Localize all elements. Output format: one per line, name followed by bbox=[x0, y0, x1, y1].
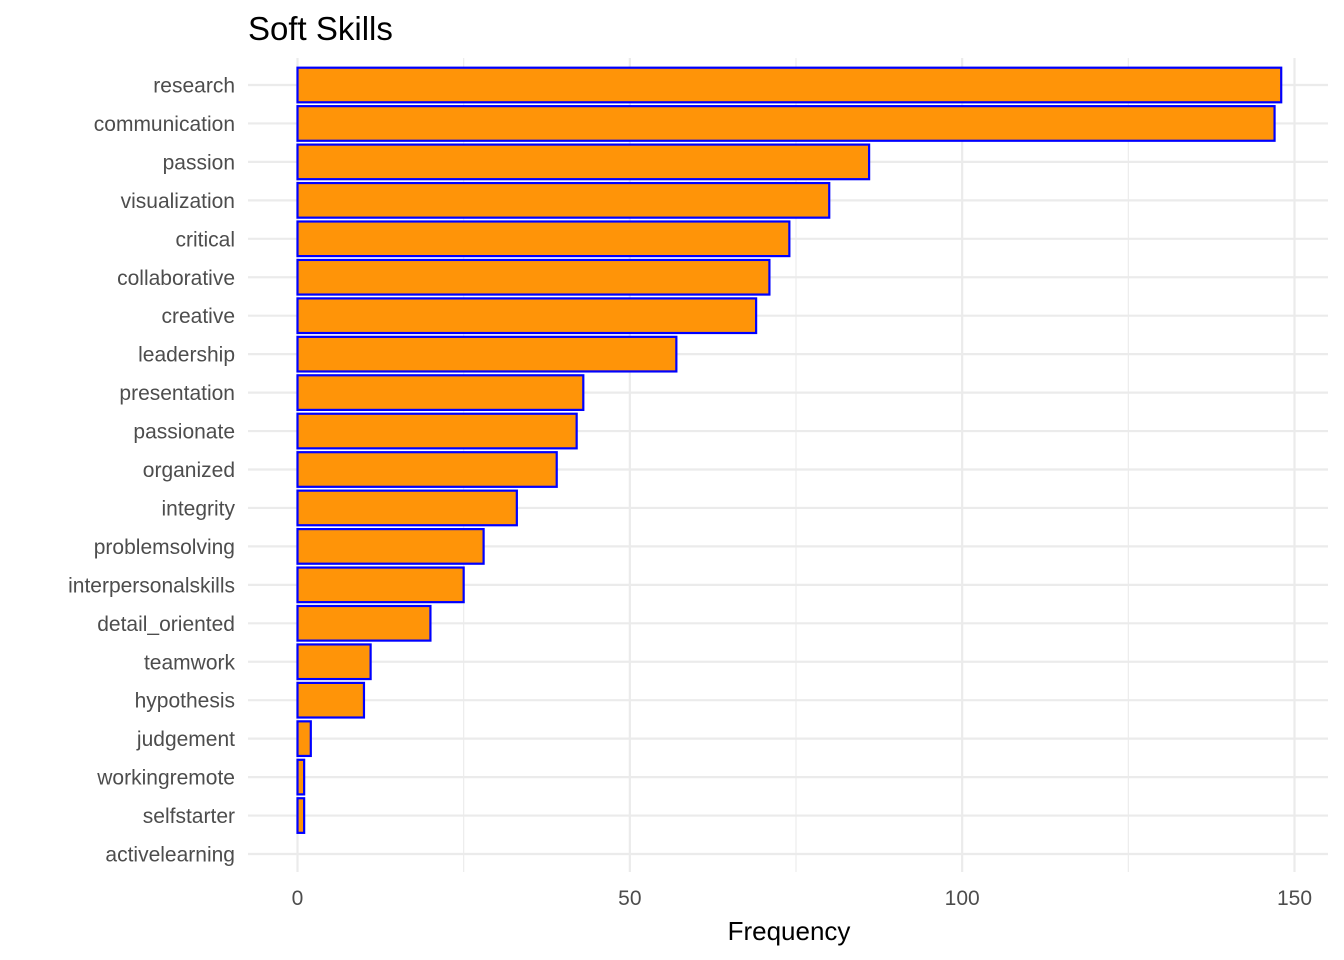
bar-research bbox=[296, 66, 1283, 104]
category-label: integrity bbox=[161, 497, 235, 520]
category-labels: research communication passion visualizatio… bbox=[68, 75, 235, 867]
category-label: research bbox=[153, 75, 235, 98]
x-tick-label: 50 bbox=[618, 887, 641, 910]
category-label: leadership bbox=[138, 344, 235, 367]
category-label: communication bbox=[94, 113, 235, 136]
bar-critical bbox=[296, 220, 791, 258]
category-label: collaborative bbox=[117, 267, 235, 290]
bar-problemsolving bbox=[296, 527, 485, 565]
category-label: organized bbox=[143, 459, 235, 482]
bar-visualization bbox=[296, 181, 831, 219]
bar-workingremote bbox=[296, 758, 306, 796]
bar-collaborative bbox=[296, 258, 771, 296]
bar-detail_oriented bbox=[296, 604, 432, 642]
chart-title: Soft Skills bbox=[248, 10, 393, 47]
bar-organized bbox=[296, 451, 558, 488]
bar-leadership bbox=[296, 335, 678, 373]
category-label: judgement bbox=[136, 728, 235, 751]
bar-selfstarter bbox=[296, 797, 306, 834]
x-tick-label: 0 bbox=[292, 887, 304, 910]
category-label: problemsolving bbox=[94, 536, 235, 559]
x-axis-label: Frequency bbox=[728, 916, 851, 946]
category-label: passion bbox=[163, 151, 235, 174]
category-label: teamwork bbox=[144, 651, 236, 674]
bar-communication bbox=[296, 105, 1276, 142]
bar-creative bbox=[296, 297, 758, 335]
category-label: hypothesis bbox=[135, 690, 235, 713]
category-label: passionate bbox=[133, 421, 235, 444]
category-label: detail_oriented bbox=[97, 613, 235, 636]
category-label: activelearning bbox=[105, 844, 235, 867]
x-tick-label: 100 bbox=[945, 887, 980, 910]
category-label: workingremote bbox=[96, 767, 235, 790]
category-label: presentation bbox=[119, 382, 235, 405]
bar-passionate bbox=[296, 412, 578, 450]
category-label: selfstarter bbox=[143, 805, 235, 828]
x-tick-label: 150 bbox=[1277, 887, 1312, 910]
bar-presentation bbox=[296, 374, 585, 412]
bar-interpersonalskills bbox=[296, 566, 465, 604]
bar-teamwork bbox=[296, 643, 372, 681]
bar-judgement bbox=[296, 720, 312, 758]
x-tick-labels: 0 50 100 150 bbox=[292, 887, 1312, 910]
bar-hypothesis bbox=[296, 681, 366, 719]
category-label: creative bbox=[161, 305, 235, 328]
bar-passion bbox=[296, 143, 871, 181]
category-label: interpersonalskills bbox=[68, 574, 235, 597]
category-label: visualization bbox=[121, 190, 235, 213]
bar-integrity bbox=[296, 489, 518, 527]
bars bbox=[296, 66, 1283, 834]
category-label: critical bbox=[175, 228, 235, 251]
